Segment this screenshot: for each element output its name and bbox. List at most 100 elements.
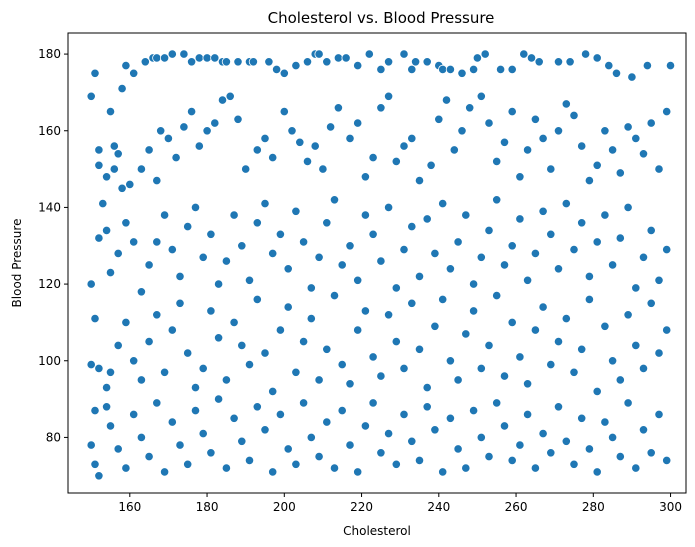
data-point (345, 241, 355, 251)
data-point (341, 53, 351, 63)
data-point (306, 283, 316, 293)
data-point (260, 133, 270, 143)
data-point (553, 126, 564, 136)
data-point (90, 459, 100, 469)
data-point (561, 99, 571, 109)
data-point (94, 233, 104, 243)
data-point (283, 302, 293, 312)
data-point (468, 306, 479, 316)
data-point (662, 245, 672, 255)
data-point (121, 463, 131, 473)
data-point (430, 425, 440, 435)
data-point (546, 164, 556, 174)
data-point (160, 367, 170, 377)
data-point (638, 425, 649, 435)
data-point (275, 409, 285, 419)
data-point (577, 141, 587, 151)
data-point (160, 210, 170, 220)
data-point (592, 160, 602, 170)
data-point (569, 459, 579, 469)
data-point (275, 325, 285, 335)
data-point (260, 425, 270, 435)
data-point (391, 156, 401, 166)
data-point (121, 60, 131, 71)
data-point (237, 436, 247, 446)
data-point (183, 222, 193, 232)
data-point (438, 64, 448, 75)
data-point (202, 126, 212, 136)
data-point (175, 298, 185, 308)
data-point (190, 405, 201, 416)
x-tick-label: 160 (118, 500, 141, 514)
data-point (322, 57, 332, 67)
data-point (499, 421, 510, 431)
data-point (144, 451, 154, 462)
data-point (86, 440, 96, 450)
data-point (353, 467, 363, 477)
data-point (214, 279, 224, 289)
data-point (314, 49, 324, 59)
data-point (152, 310, 162, 320)
data-point (291, 459, 301, 469)
data-point (264, 57, 274, 67)
data-point (90, 68, 100, 78)
data-point (329, 290, 340, 301)
data-point (607, 260, 618, 270)
data-point (360, 172, 370, 182)
data-point (592, 53, 602, 63)
data-point (190, 382, 201, 393)
data-point (391, 459, 401, 469)
data-point (534, 57, 544, 67)
data-point (553, 402, 564, 412)
data-point (105, 367, 116, 377)
data-point (318, 164, 328, 174)
data-point (183, 348, 193, 358)
data-point (183, 459, 193, 469)
data-point (662, 325, 672, 335)
data-point (291, 206, 301, 216)
y-tick-label: 160 (38, 124, 61, 138)
data-point (198, 428, 208, 439)
data-point (86, 359, 96, 370)
data-point (353, 325, 363, 335)
data-point (368, 229, 378, 239)
data-point (600, 321, 610, 331)
data-point (476, 363, 486, 373)
data-point (268, 248, 278, 258)
data-point (102, 172, 112, 182)
data-point (495, 64, 506, 75)
data-point (102, 402, 112, 412)
data-point (600, 417, 610, 427)
data-point (422, 402, 432, 412)
y-tick-label: 180 (38, 47, 61, 61)
data-point (136, 287, 146, 297)
data-point (507, 64, 517, 75)
data-point (314, 252, 324, 262)
data-point (121, 317, 131, 327)
data-point (260, 348, 270, 358)
y-tick-label: 120 (38, 277, 61, 291)
data-point (102, 225, 112, 235)
data-point (499, 371, 510, 381)
data-point (194, 141, 204, 151)
data-point (364, 49, 374, 59)
data-point (86, 91, 96, 101)
data-point (337, 359, 347, 370)
data-point (615, 233, 625, 243)
data-point (279, 68, 289, 78)
data-point (229, 413, 239, 423)
data-point (179, 49, 189, 59)
data-point (522, 145, 533, 155)
data-point (329, 195, 340, 205)
data-point (407, 436, 417, 446)
data-point (472, 53, 482, 63)
data-point (179, 122, 189, 132)
data-point (546, 359, 556, 370)
data-point (322, 218, 332, 228)
data-point (430, 248, 440, 258)
data-point (546, 448, 556, 458)
data-point (422, 382, 432, 393)
data-point (638, 252, 649, 262)
data-point (383, 57, 394, 67)
data-point (515, 352, 525, 362)
